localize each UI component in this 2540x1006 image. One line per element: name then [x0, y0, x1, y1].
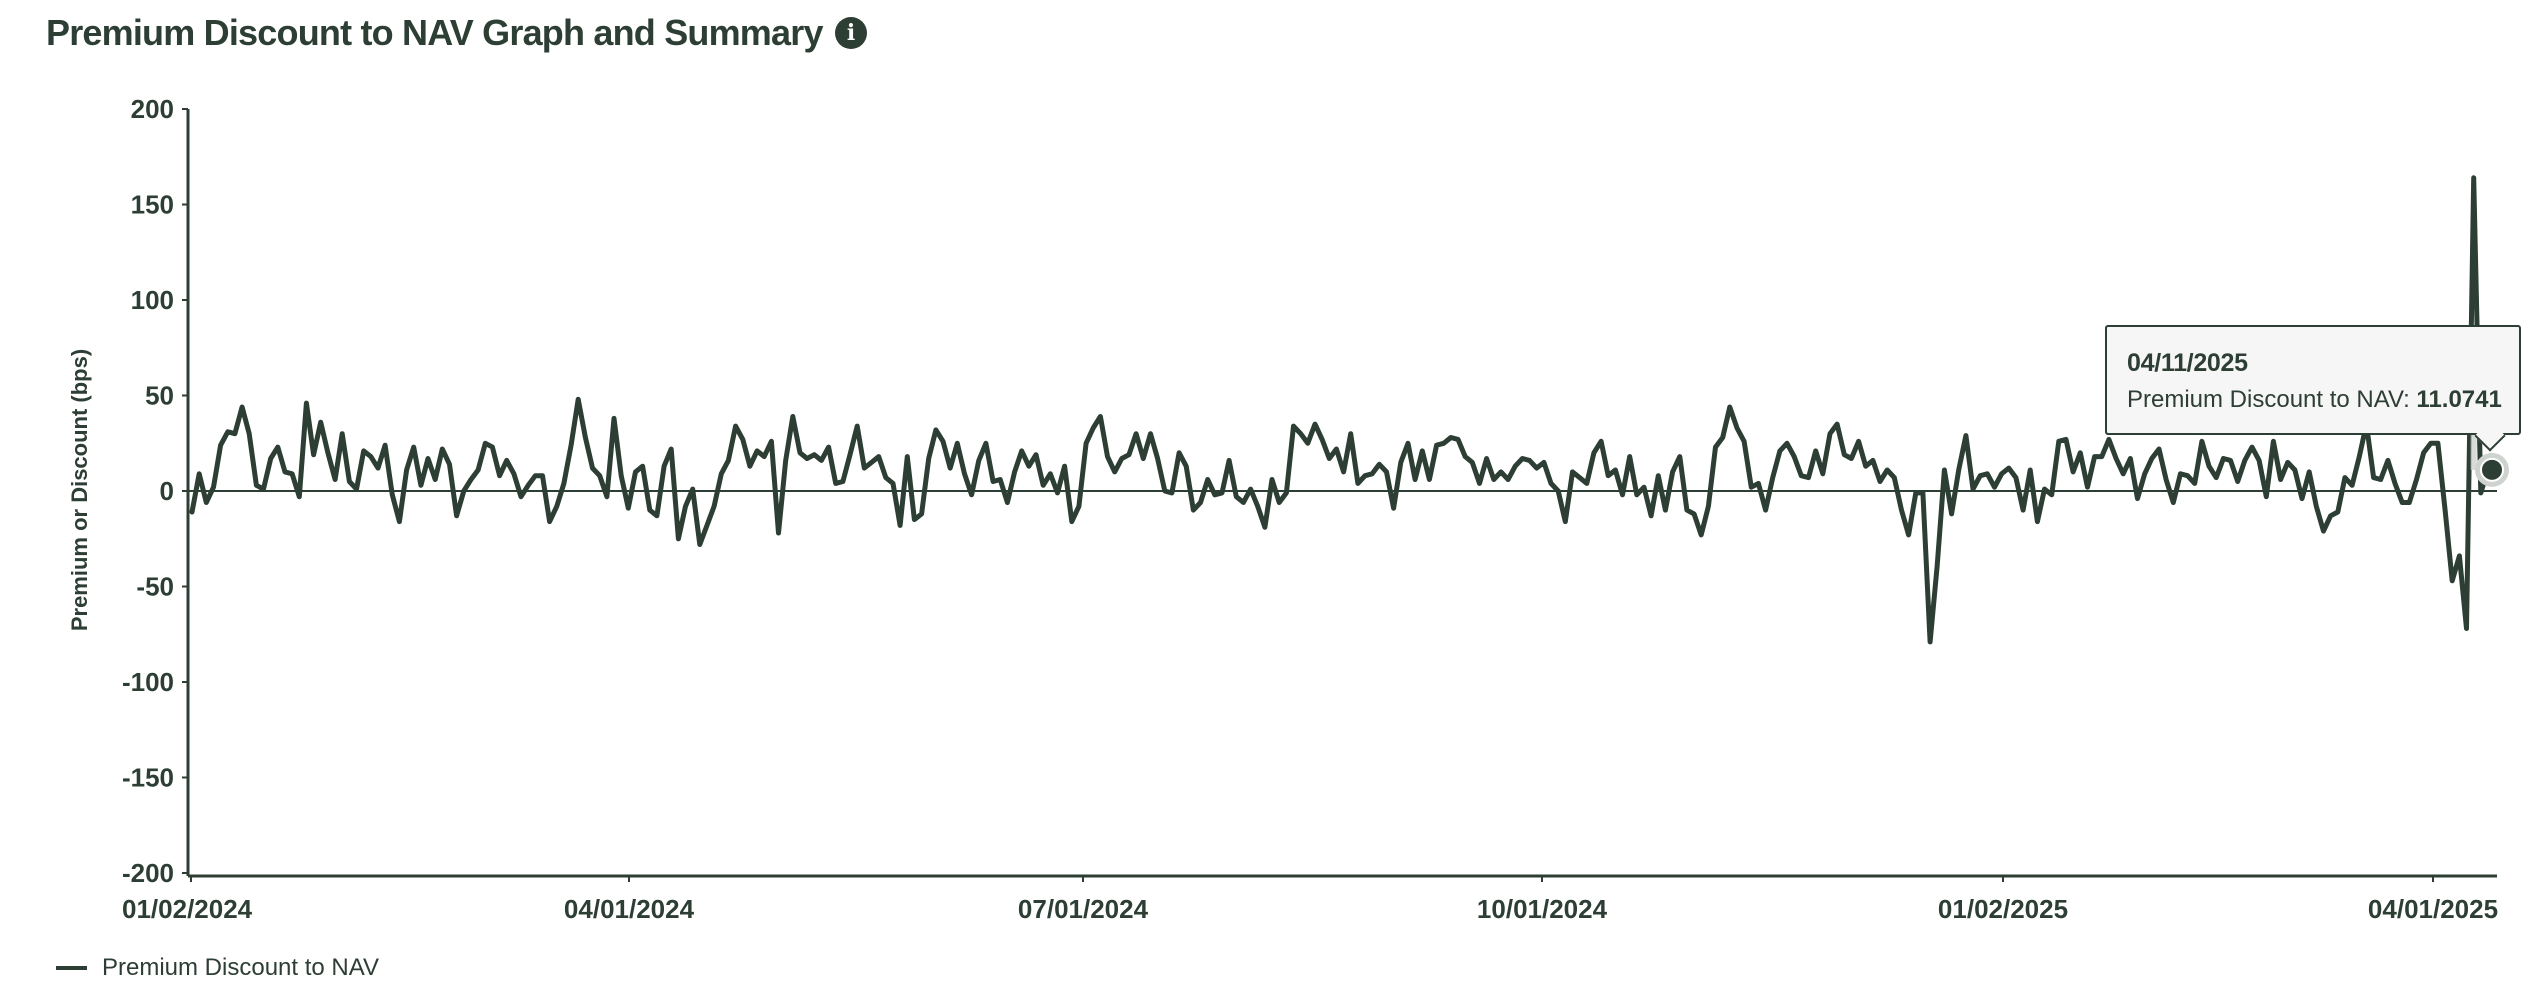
y-tick-label: 50	[145, 381, 174, 411]
x-axis: 01/02/2024 04/01/2024 07/01/2024 10/01/2024…	[122, 874, 2498, 924]
y-tick-label: -100	[122, 667, 174, 697]
tooltip-date: 04/11/2025	[2127, 349, 2248, 377]
y-tick-label: -200	[122, 858, 174, 888]
x-tick-label: 07/01/2024	[1018, 894, 1149, 924]
chart-title: Premium Discount to NAV Graph and Summar…	[46, 12, 823, 53]
y-tick-label: 200	[131, 94, 174, 124]
y-axis-label: Premium or Discount (bps)	[67, 349, 92, 631]
chart-legend: Premium Discount to NAV	[56, 954, 379, 982]
y-tick-label: 0	[160, 476, 174, 506]
series-line-premium-discount[interactable]	[189, 175, 2491, 645]
x-tick-label: 04/01/2025	[2368, 894, 2498, 924]
y-tick-label: 100	[131, 285, 174, 315]
tooltip-label: Premium Discount to NAV:	[2127, 386, 2417, 413]
y-tick-label: 150	[131, 190, 174, 220]
legend-line-swatch-icon	[56, 966, 87, 970]
info-icon[interactable]: i	[834, 17, 867, 49]
x-tick-label: 01/02/2024	[122, 894, 253, 924]
hover-marker[interactable]	[2480, 457, 2504, 482]
legend-item-premium-discount[interactable]: Premium Discount to NAV	[102, 954, 379, 981]
page-title: Premium Discount to NAV Graph and Summar…	[46, 12, 867, 54]
x-tick-label: 10/01/2024	[1477, 894, 1608, 924]
chart-tooltip: 04/11/2025 Premium Discount to NAV: 11.0…	[2105, 325, 2521, 452]
tooltip-value: 11.0741	[2416, 386, 2502, 413]
y-tick-label: -50	[136, 572, 174, 602]
x-tick-label: 01/02/2025	[1938, 894, 2068, 924]
y-tick-label: -150	[122, 763, 174, 793]
y-axis: 200 150 100 50 0 -50 -100 -150 -200	[122, 94, 190, 888]
tooltip-line: Premium Discount to NAV: 11.0741	[2127, 386, 2519, 414]
x-tick-label: 04/01/2024	[564, 894, 695, 924]
